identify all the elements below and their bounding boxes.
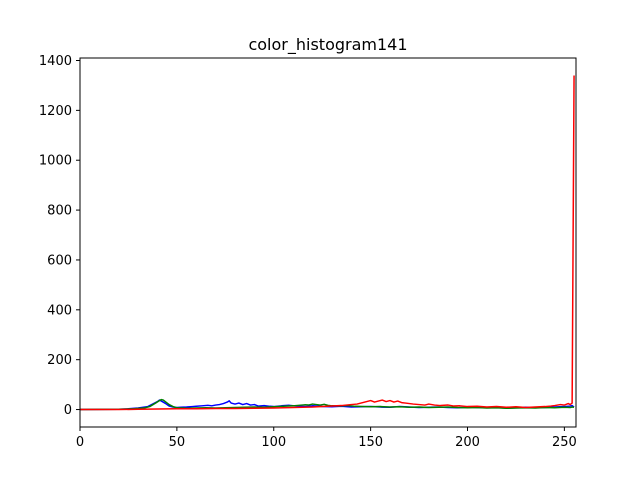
x-tick-label: 50 [169,435,186,450]
x-tick-label: 150 [358,435,383,450]
plot-background [80,58,576,427]
y-tick-label: 1200 [39,104,72,119]
x-axis: 0 50 100 150 200 250 [76,427,577,450]
x-tick-label: 100 [261,435,286,450]
x-tick-label: 0 [76,435,84,450]
x-tick-label: 250 [552,435,577,450]
y-tick-label: 400 [47,303,72,318]
y-tick-label: 0 [64,403,72,418]
series-line-2 [80,75,575,411]
y-tick-label: 200 [47,353,72,368]
y-tick-label: 800 [47,204,72,219]
y-tick-label: 1400 [39,54,72,69]
y-tick-label: 1000 [39,154,72,169]
series-layer [79,75,575,411]
plot-area [79,57,577,428]
x-tick-label: 200 [455,435,480,450]
chart-title: color_histogram141 [248,35,407,55]
series-line-1 [79,398,575,411]
y-axis: 0 200 400 600 800 1000 1200 1400 [39,54,80,418]
plot-frame [79,57,577,428]
y-tick-label: 600 [47,253,72,268]
